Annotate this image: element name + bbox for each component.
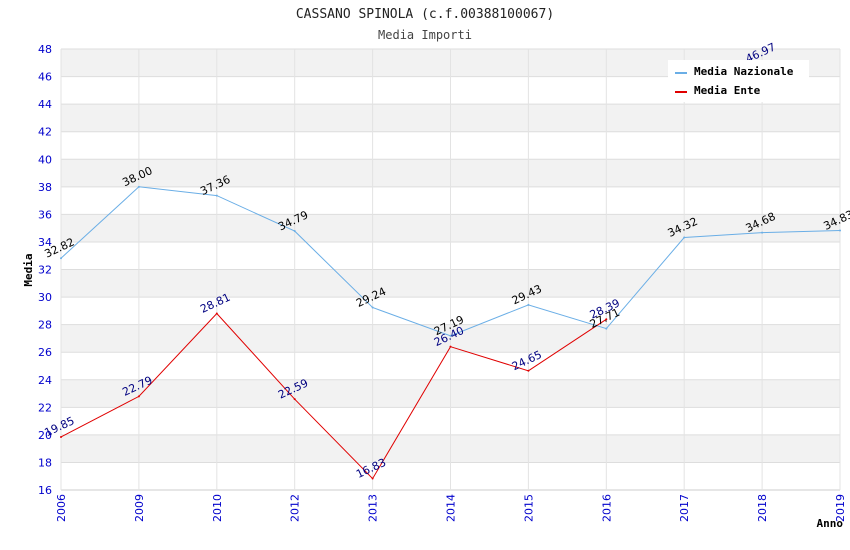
data-point xyxy=(839,229,841,232)
y-tick-label: 44 xyxy=(38,98,52,111)
data-point xyxy=(215,312,218,315)
data-point xyxy=(293,398,296,401)
y-tick-label: 38 xyxy=(38,181,52,194)
data-point xyxy=(137,185,140,188)
y-tick-label: 18 xyxy=(38,456,52,469)
legend-label-nazionale: Media Nazionale xyxy=(694,65,794,78)
x-tick-label: 2014 xyxy=(445,494,458,522)
x-tick-label: 2019 xyxy=(834,494,847,522)
data-point xyxy=(215,194,218,197)
y-tick-label: 26 xyxy=(38,346,52,359)
data-point xyxy=(371,477,374,480)
x-tick-label: 2012 xyxy=(289,494,302,522)
x-tick-label: 2006 xyxy=(55,494,68,522)
y-tick-label: 22 xyxy=(38,401,52,414)
x-axis-ticks: 2006 2009 2010 2012 2013 2014 2015 2016 2017 2018… xyxy=(55,494,847,522)
data-point xyxy=(371,306,374,309)
x-tick-label: 2018 xyxy=(756,494,769,522)
data-point xyxy=(527,303,530,306)
y-tick-label: 34 xyxy=(38,236,52,249)
legend-label-ente: Media Ente xyxy=(694,84,761,97)
x-axis-label: Anno xyxy=(817,517,844,530)
y-tick-label: 46 xyxy=(38,71,52,84)
data-point xyxy=(605,318,608,321)
y-tick-label: 40 xyxy=(38,153,52,166)
x-tick-label: 2013 xyxy=(367,494,380,522)
y-tick-label: 30 xyxy=(38,291,52,304)
x-tick-label: 2015 xyxy=(522,494,535,522)
data-point xyxy=(683,236,686,239)
gridlines xyxy=(60,48,841,491)
y-tick-label: 28 xyxy=(38,319,52,332)
x-tick-label: 2017 xyxy=(678,494,691,522)
legend-box xyxy=(668,60,809,102)
series-line-ente xyxy=(60,312,607,480)
data-point xyxy=(605,327,608,330)
data-point xyxy=(60,435,62,438)
data-point xyxy=(761,231,764,234)
y-axis-ticks: 16 18 20 22 24 26 28 30 32 34 36 38 40 42 44 46 48 xyxy=(38,43,52,497)
x-tick-label: 2016 xyxy=(600,494,613,522)
series-lines xyxy=(60,185,841,480)
data-point xyxy=(293,230,296,233)
chart-subtitle: Media Importi xyxy=(378,28,472,42)
y-tick-label: 24 xyxy=(38,374,52,387)
y-tick-label: 20 xyxy=(38,429,52,442)
data-point xyxy=(449,345,452,348)
y-tick-label: 32 xyxy=(38,264,52,277)
data-point xyxy=(527,369,530,372)
data-point xyxy=(60,257,62,260)
y-tick-label: 48 xyxy=(38,43,52,56)
y-axis-label: Media xyxy=(22,253,35,286)
chart-title: CASSANO SPINOLA (c.f.00388100067) xyxy=(296,7,554,22)
data-point xyxy=(449,334,452,337)
x-tick-label: 2009 xyxy=(133,494,146,522)
data-point xyxy=(137,395,140,398)
y-tick-label: 36 xyxy=(38,208,52,221)
y-tick-label: 16 xyxy=(38,484,52,497)
legend: Media Nazionale Media Ente xyxy=(668,60,809,102)
y-tick-label: 42 xyxy=(38,126,52,139)
x-tick-label: 2010 xyxy=(211,494,224,522)
